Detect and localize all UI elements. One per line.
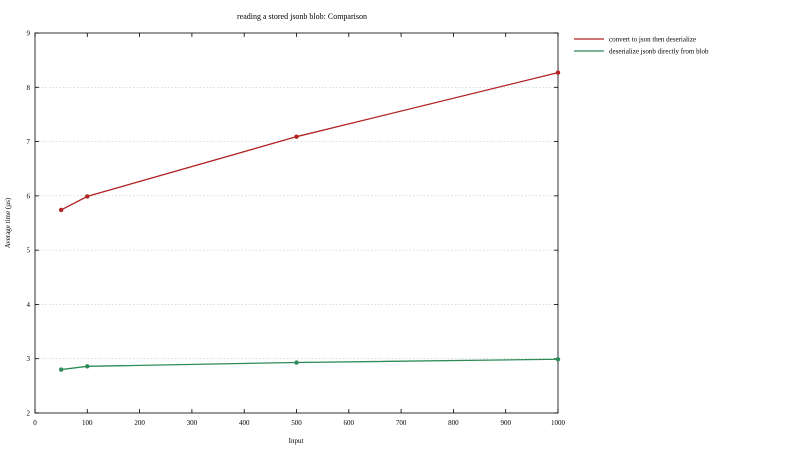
x-tick-label: 1000: [551, 419, 566, 427]
chart-title: reading a stored jsonb blob: Comparison: [237, 12, 367, 21]
plot-frame: [34, 32, 559, 414]
y-tick-label: 4: [27, 301, 31, 309]
y-axis: 2 3 4 5 6 7 8 9: [27, 30, 558, 418]
y-tick-label: 8: [27, 84, 31, 92]
y-axis-label: Average time (µs): [4, 197, 12, 248]
x-axis-label: Input: [289, 437, 304, 445]
data-point: [555, 357, 561, 362]
x-tick-label: 100: [82, 419, 93, 427]
x-tick-label: 0: [33, 419, 37, 427]
x-axis: 0 100 200 300 400 500 600 700 800 900 1000: [33, 33, 566, 427]
y-tick-label: 3: [27, 355, 31, 363]
y-tick-label: 7: [27, 138, 31, 146]
x-tick-label: 200: [134, 419, 145, 427]
x-tick-label: 400: [239, 419, 250, 427]
data-point: [58, 207, 64, 213]
data-point: [85, 364, 90, 369]
y-tick-label: 2: [27, 410, 31, 418]
series-group: [58, 70, 561, 372]
legend-label: convert to json then deserialize: [609, 36, 696, 44]
x-tick-label: 900: [500, 419, 511, 427]
data-point: [85, 194, 90, 199]
data-point: [58, 367, 64, 372]
x-tick-label: 800: [448, 419, 459, 427]
x-tick-label: 500: [291, 419, 302, 427]
y-tick-label: 6: [27, 192, 31, 200]
y-tick-label: 9: [27, 30, 31, 38]
data-point: [294, 360, 299, 365]
series-line-2: [61, 358, 559, 371]
legend-label: deserialize jsonb directly from blob: [609, 48, 709, 56]
legend: convert to json then deserialize deserial…: [574, 36, 709, 56]
data-point: [294, 134, 299, 139]
grid-lines: [35, 86, 558, 360]
x-tick-label: 300: [187, 419, 198, 427]
series-line-1: [60, 71, 559, 211]
y-tick-label: 5: [27, 247, 31, 255]
x-tick-label: 600: [344, 419, 355, 427]
x-tick-label: 700: [396, 419, 407, 427]
data-point: [555, 70, 561, 75]
